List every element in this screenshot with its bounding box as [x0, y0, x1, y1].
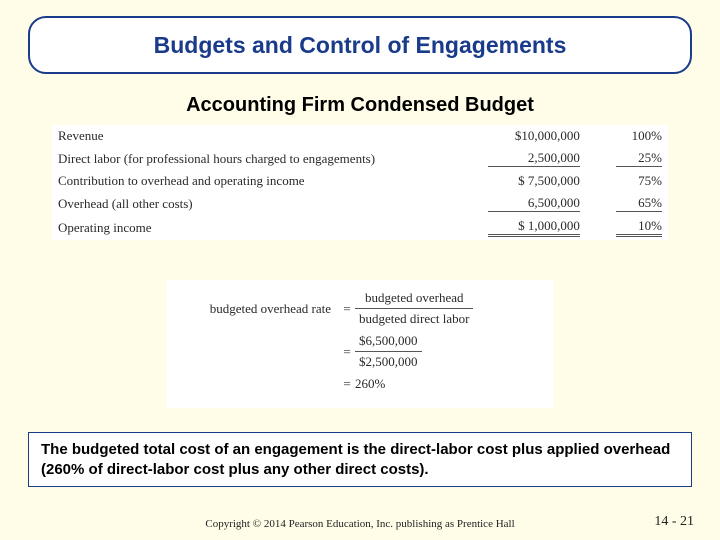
row-amount: 6,500,000 — [452, 192, 585, 215]
row-amount: $ 1,000,000 — [452, 215, 585, 240]
formula-row: budgeted overhead rate = budgeted overhe… — [181, 290, 539, 327]
page-number: 14 - 21 — [654, 514, 694, 530]
row-amount: $10,000,000 — [452, 125, 585, 147]
formula-rhs: $6,500,000 $2,500,000 — [355, 333, 422, 370]
row-pct: 10% — [586, 215, 668, 240]
row-label: Revenue — [52, 125, 452, 147]
row-label: Overhead (all other costs) — [52, 192, 452, 215]
row-pct: 100% — [586, 125, 668, 147]
table-row: Operating income $ 1,000,000 10% — [52, 215, 668, 240]
row-amount: $ 7,500,000 — [452, 170, 585, 192]
row-label: Direct labor (for professional hours cha… — [52, 147, 452, 170]
formula-rhs: budgeted overhead budgeted direct labor — [355, 290, 473, 327]
budget-table: Revenue $10,000,000 100% Direct labor (f… — [52, 125, 668, 240]
title-box: Budgets and Control of Engagements — [28, 16, 692, 74]
frac-numerator: budgeted overhead — [355, 290, 473, 309]
summary-text: The budgeted total cost of an engagement… — [41, 440, 679, 479]
row-pct: 75% — [586, 170, 668, 192]
row-label: Contribution to overhead and operating i… — [52, 170, 452, 192]
frac-numerator: $6,500,000 — [355, 333, 422, 352]
copyright-text: Copyright © 2014 Pearson Education, Inc.… — [0, 518, 720, 530]
formula-lhs: budgeted overhead rate — [181, 301, 339, 317]
frac-denominator: budgeted direct labor — [355, 309, 473, 327]
formula-box: budgeted overhead rate = budgeted overhe… — [167, 280, 553, 408]
table-row: Overhead (all other costs) 6,500,000 65% — [52, 192, 668, 215]
slide-subtitle: Accounting Firm Condensed Budget — [0, 94, 720, 117]
equals-sign: = — [339, 301, 355, 317]
row-pct: 25% — [586, 147, 668, 170]
equals-sign: = — [339, 376, 355, 392]
slide-title: Budgets and Control of Engagements — [154, 32, 567, 59]
summary-box: The budgeted total cost of an engagement… — [28, 432, 692, 487]
row-amount: 2,500,000 — [452, 147, 585, 170]
equals-sign: = — [339, 344, 355, 360]
row-pct: 65% — [586, 192, 668, 215]
formula-row: = 260% — [181, 376, 539, 392]
frac-denominator: $2,500,000 — [355, 352, 422, 370]
formula-row: = $6,500,000 $2,500,000 — [181, 333, 539, 370]
table-row: Direct labor (for professional hours cha… — [52, 147, 668, 170]
row-label: Operating income — [52, 215, 452, 240]
table-row: Contribution to overhead and operating i… — [52, 170, 668, 192]
formula-result: 260% — [355, 376, 385, 392]
table-row: Revenue $10,000,000 100% — [52, 125, 668, 147]
